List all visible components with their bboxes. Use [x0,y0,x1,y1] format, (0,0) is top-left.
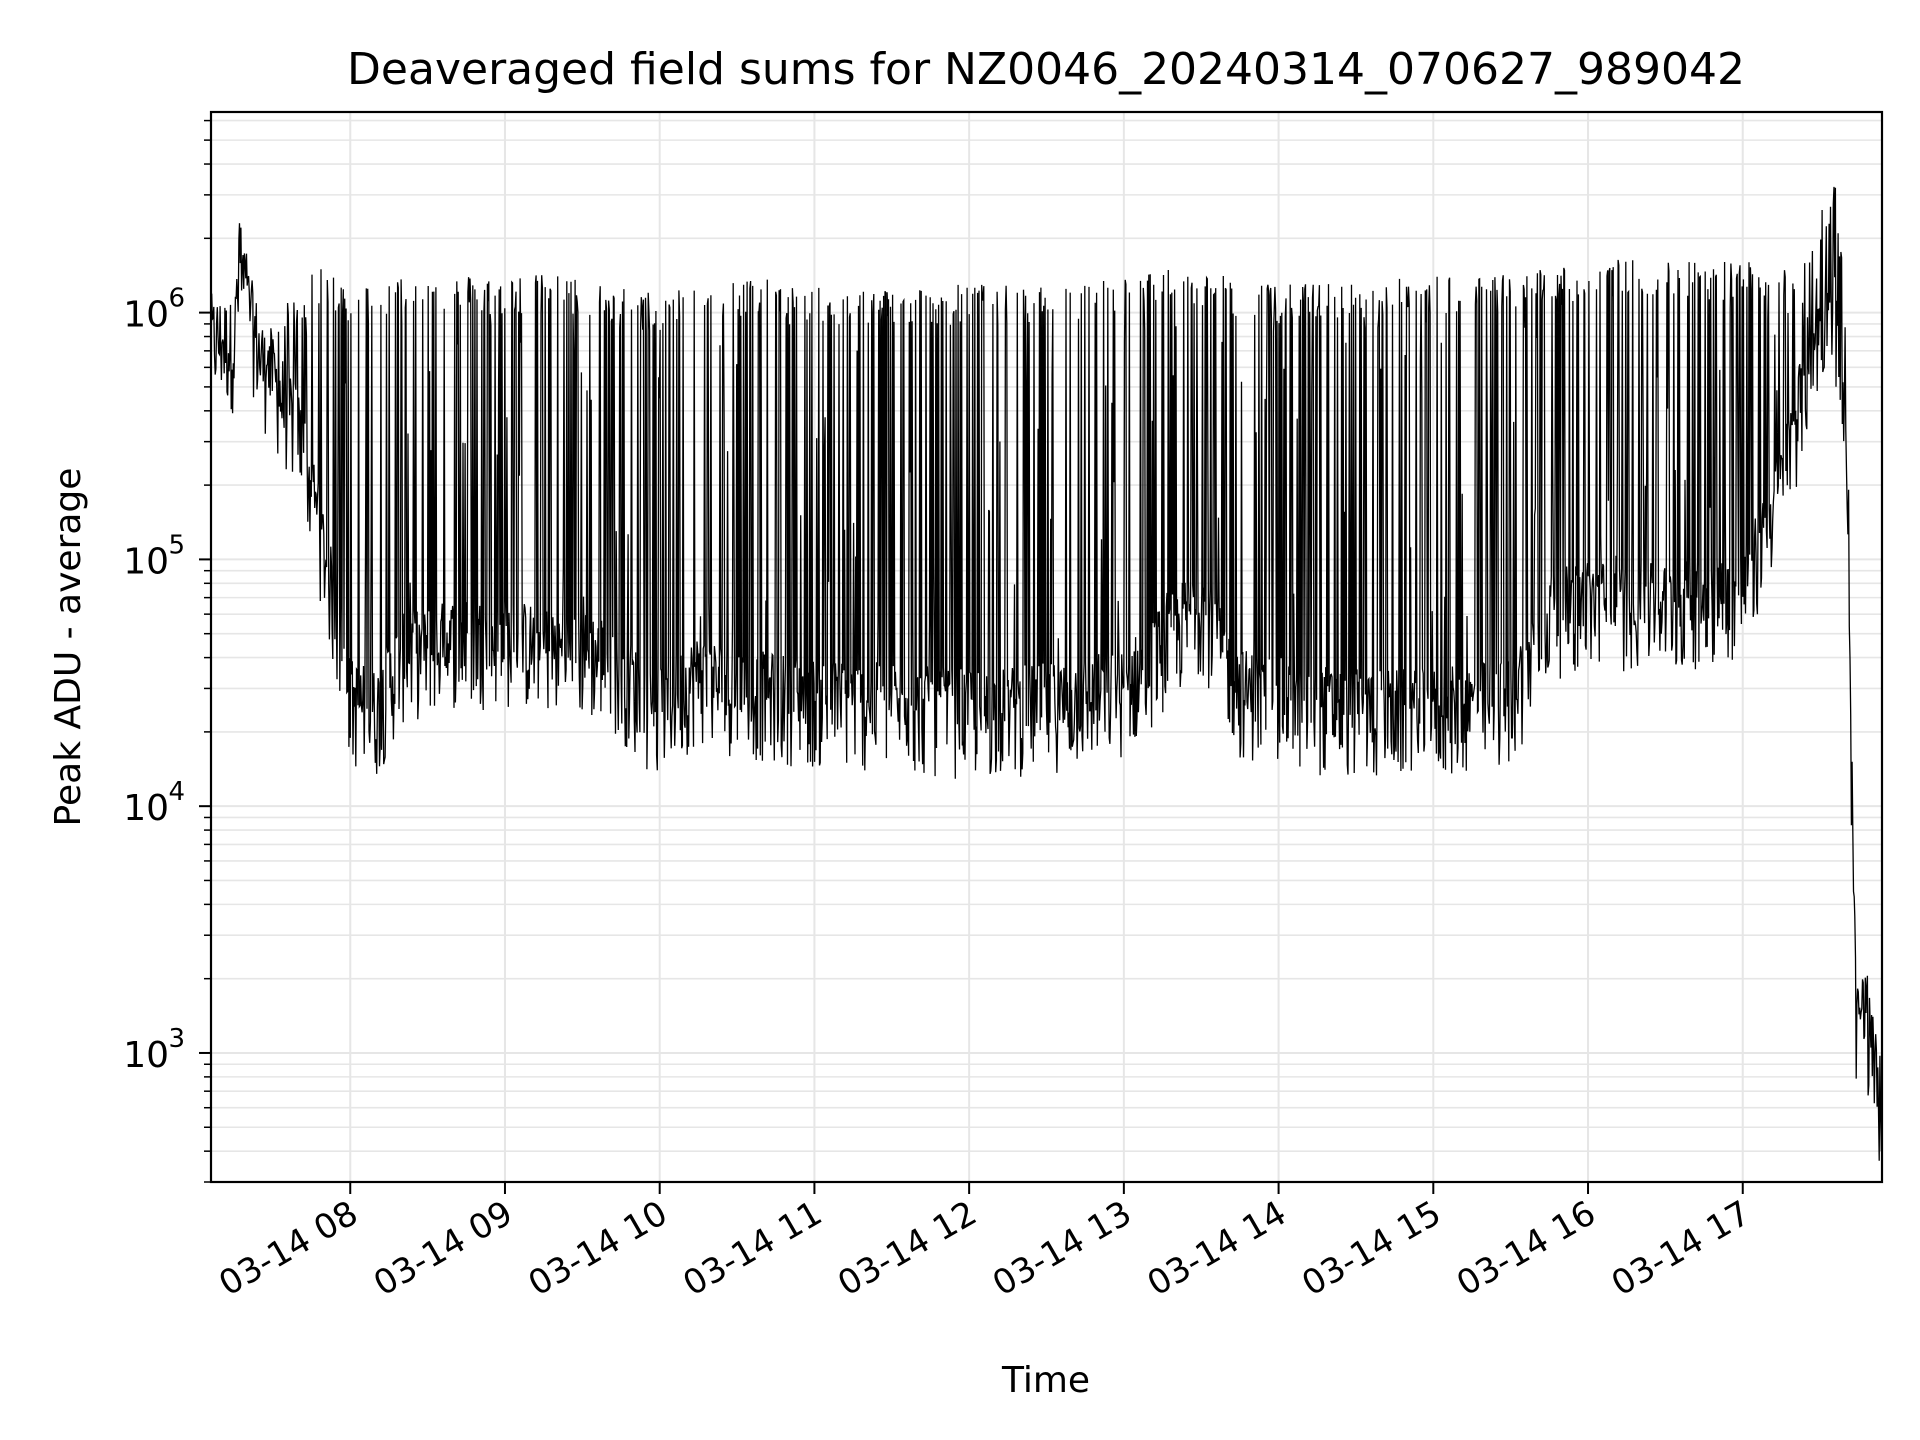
chart-title: Deaveraged field sums for NZ0046_2024031… [347,44,1745,95]
y-tick-label: 10 [123,1035,169,1076]
y-tick-label: 10 [123,295,169,336]
y-tick-exponent: 6 [168,284,185,314]
y-tick-base: 10 [123,541,169,582]
data-line [210,186,1883,1161]
y-tick-exponent: 4 [168,777,185,807]
y-tick-label: 10 [123,541,169,582]
x-axis-label: Time [1001,1360,1090,1401]
y-axis-label: Peak ADU - average [48,468,89,827]
y-tick-base: 10 [123,788,169,829]
plot-area-frame [209,110,1884,1184]
y-tick-base: 10 [123,295,169,336]
y-tick-base: 10 [123,1035,169,1076]
y-tick-exponent: 3 [168,1024,185,1054]
y-tick-label: 10 [123,788,169,829]
y-tick-exponent: 5 [168,530,185,560]
series-line [210,186,1883,1161]
